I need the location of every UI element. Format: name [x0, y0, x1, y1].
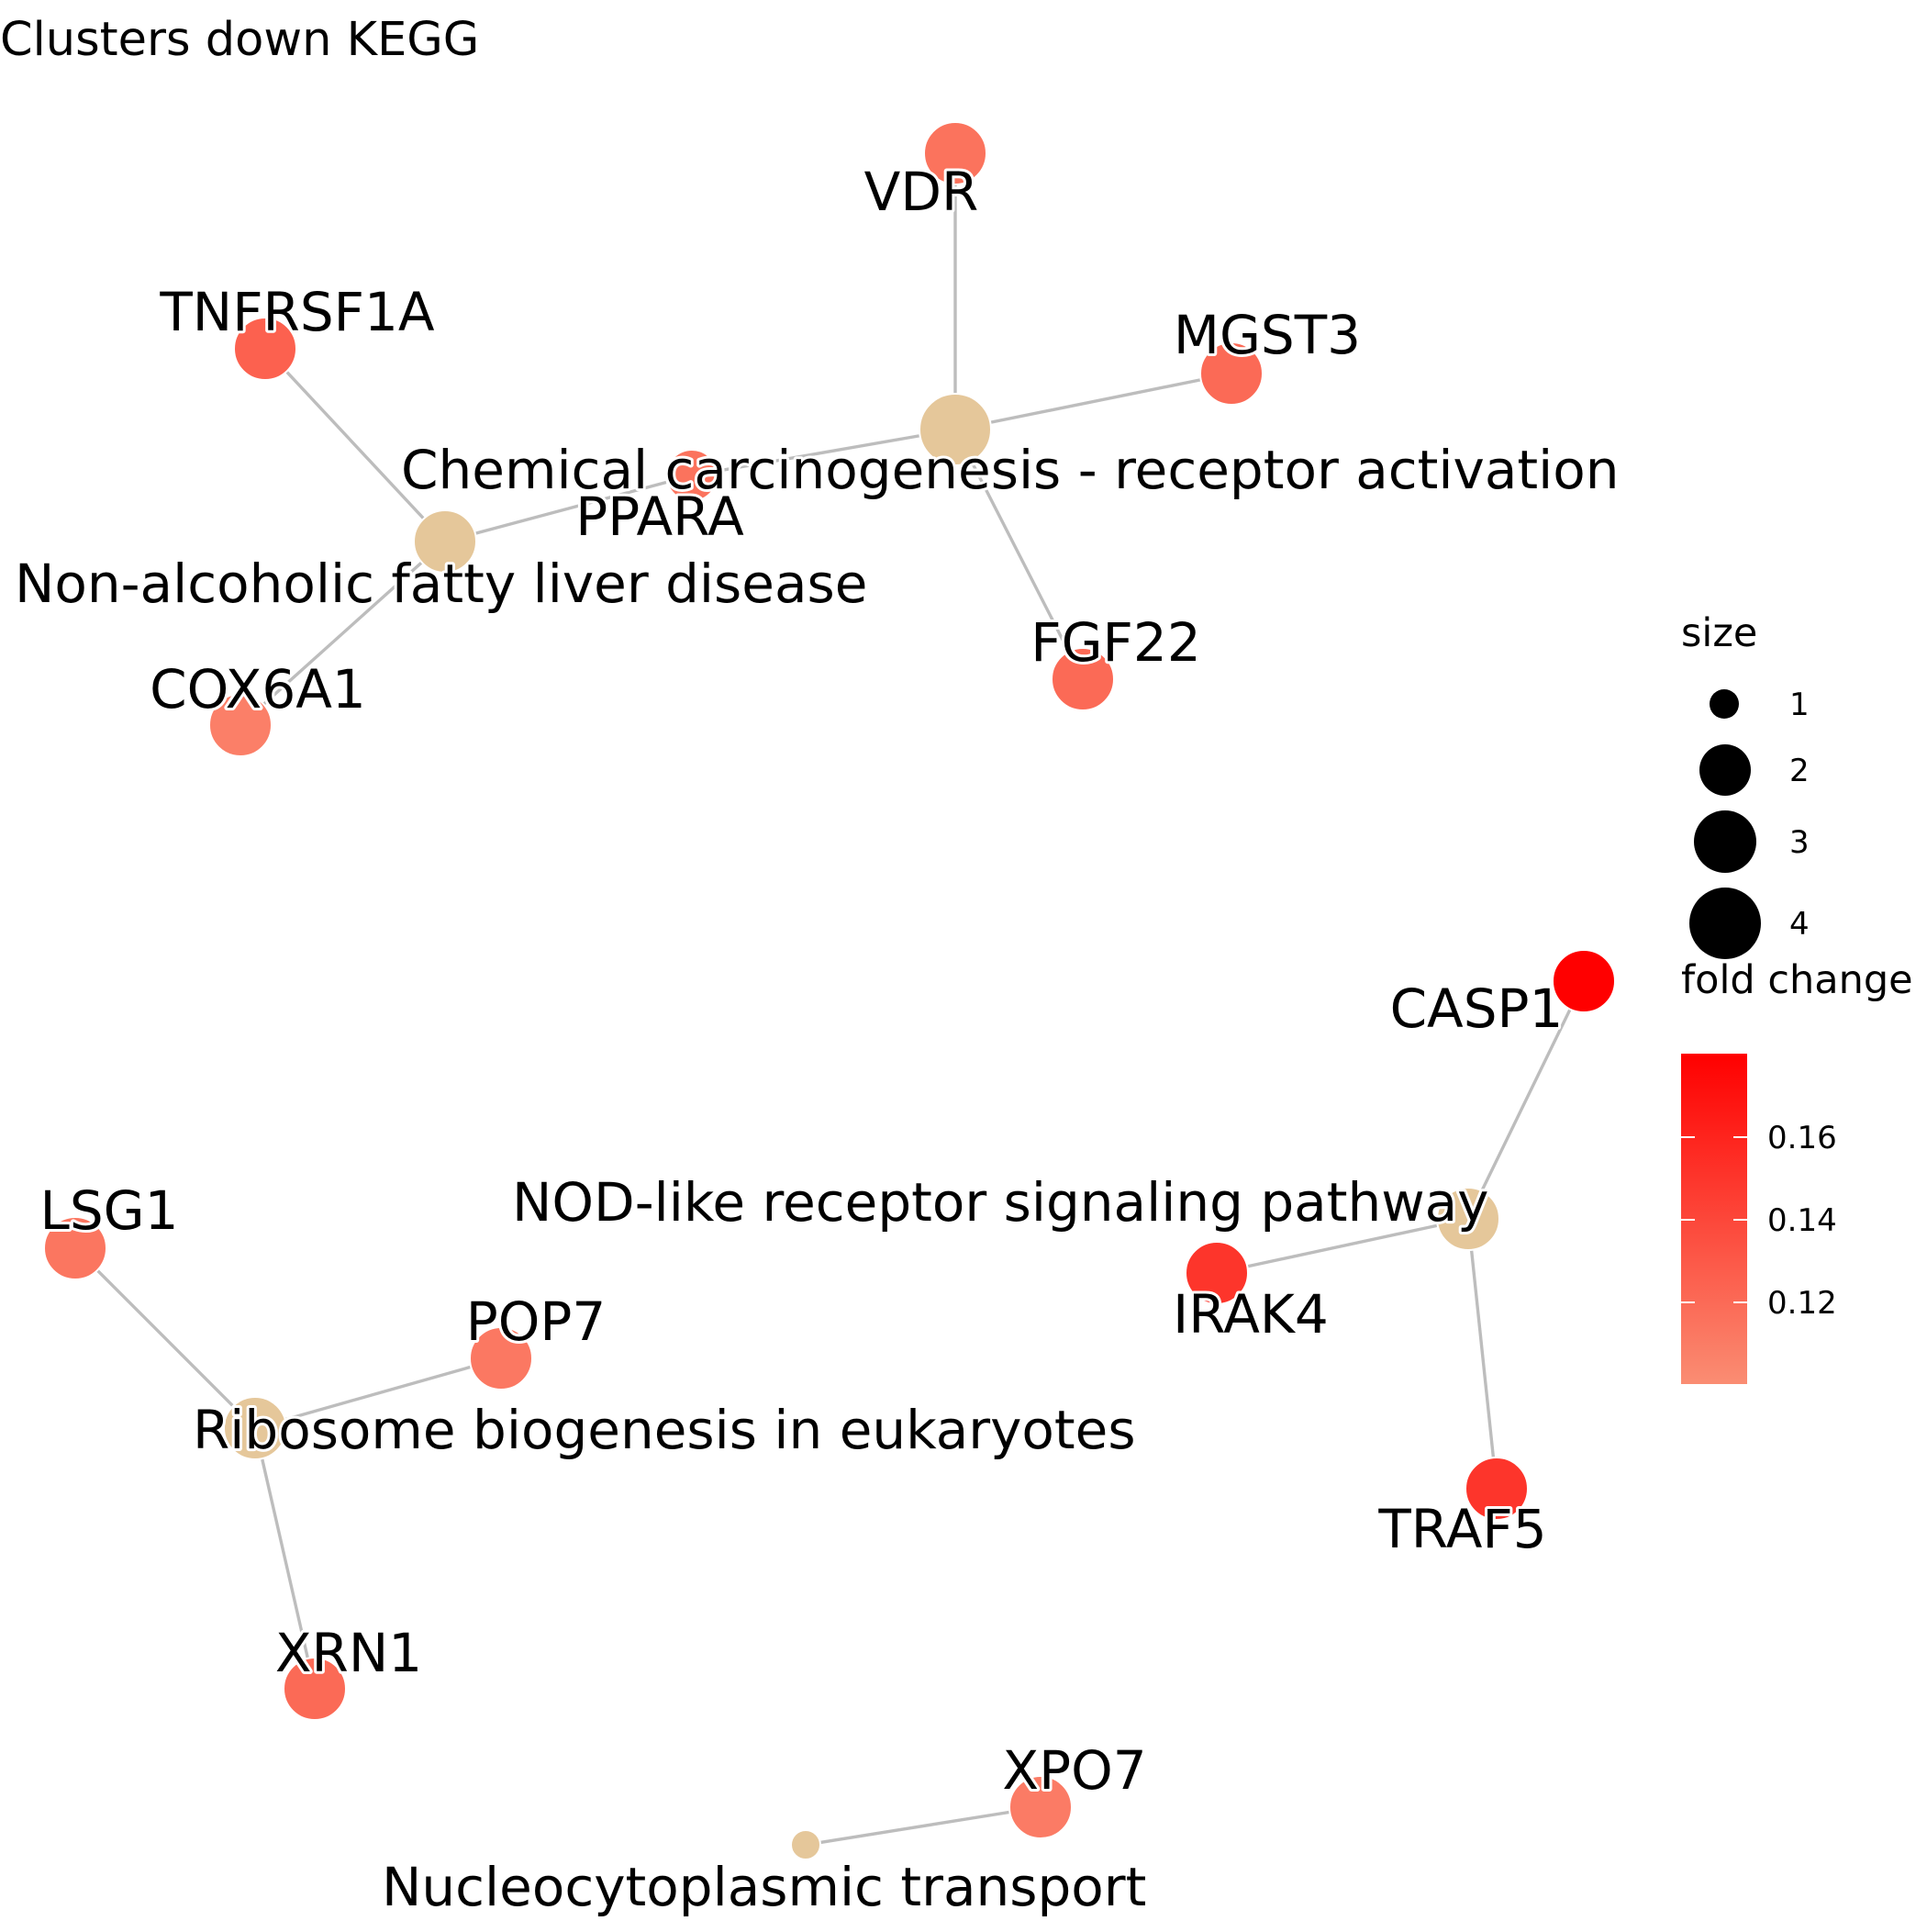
color-legend-title: fold change	[1681, 957, 1913, 1003]
gene-label-traf5: TRAF5	[1377, 1498, 1546, 1560]
gene-node-traf5	[1465, 1457, 1529, 1521]
size-legend: size 1 2 3 4	[1681, 610, 1810, 959]
size-legend-label-4: 4	[1789, 906, 1810, 943]
color-legend: fold change 0.16 0.14 0.12	[1681, 957, 1913, 1384]
gene-node-lsg1	[43, 1216, 107, 1280]
size-legend-key-1	[1710, 689, 1739, 719]
category-node-nod	[1436, 1187, 1500, 1251]
category-label-nuc: Nucleocytoplasmic transport	[382, 1856, 1146, 1918]
edge-chem-PPARA	[691, 428, 956, 477]
gene-label-ppara: PPARA	[575, 486, 744, 548]
gene-node-irak4	[1185, 1241, 1249, 1305]
gene-node-xpo7	[1008, 1775, 1073, 1839]
category-node-nuc	[790, 1829, 821, 1860]
size-legend-key-2	[1699, 744, 1751, 796]
gene-label-xpo7: XPO7	[1002, 1739, 1146, 1802]
gene-label-vdr: VDR	[864, 161, 979, 223]
gene-label-pop7: POP7	[466, 1290, 607, 1353]
edge-chem-FGF22	[953, 429, 1085, 680]
labels-layer: VDR TNFRSF1A MGST3 PPARA FGF22 COX6A1 CASP1 IRA…	[12, 158, 1622, 1921]
size-legend-key-3	[1694, 810, 1756, 873]
edge-ribo-XRN1	[253, 1427, 317, 1690]
edge-nod-TRAF5	[1466, 1218, 1498, 1490]
gene-label-irak4: IRAK4	[1173, 1283, 1329, 1346]
size-legend-key-4	[1689, 888, 1761, 959]
gene-label-cox6a1: COX6A1	[150, 658, 366, 720]
gene-label-lsg1: LSG1	[40, 1179, 179, 1242]
category-label-nod: NOD-like receptor signaling pathway	[512, 1171, 1489, 1234]
color-tick-3: 0.12	[1767, 1285, 1837, 1322]
gene-node-cox6a1	[208, 693, 273, 757]
gene-node-xrn1	[283, 1657, 347, 1721]
gene-node-mgst3	[1199, 341, 1264, 406]
edges-layer	[73, 153, 1586, 1847]
size-legend-label-2: 2	[1789, 753, 1810, 789]
gene-node-fgf22	[1051, 647, 1115, 711]
gene-label-mgst3: MGST3	[1174, 304, 1361, 366]
gene-label-xrn1: XRN1	[275, 1622, 422, 1684]
gene-label-tnfrsf1a: TNFRSF1A	[159, 281, 435, 343]
gene-node-vdr	[923, 121, 987, 185]
edge-nafld-COX6A1	[239, 540, 447, 727]
category-node-nafld	[413, 509, 477, 574]
edge-nafld-TNFRSF1A	[263, 347, 447, 543]
edge-nod-CASP1	[1466, 980, 1586, 1220]
category-label-ribo: Ribosome biogenesis in eukaryotes	[193, 1399, 1136, 1461]
nodes-layer	[43, 121, 1616, 1860]
gene-label-casp1: CASP1	[1390, 977, 1564, 1040]
gene-node-pop7	[469, 1326, 533, 1390]
edge-nafld-PPARA	[444, 474, 693, 543]
edge-chem-MGST3	[954, 372, 1232, 431]
size-legend-title: size	[1681, 610, 1757, 656]
size-legend-label-1: 1	[1789, 687, 1810, 723]
gene-label-fgf22: FGF22	[1030, 611, 1200, 674]
edge-nod-IRAK4	[1216, 1217, 1469, 1275]
size-legend-label-3: 3	[1789, 824, 1810, 861]
gene-node-ppara	[665, 449, 718, 502]
category-node-chem	[919, 393, 992, 466]
edge-ribo-LSG1	[73, 1246, 257, 1430]
category-node-ribo	[223, 1396, 287, 1460]
color-tick-2: 0.14	[1767, 1202, 1837, 1239]
plot-title: Clusters down KEGG	[0, 13, 479, 67]
edge-nuc-XPO7	[805, 1805, 1041, 1847]
edge-ribo-POP7	[254, 1357, 502, 1430]
category-label-nafld: Non-alcoholic fatty liver disease	[15, 553, 867, 615]
gene-node-casp1	[1552, 949, 1616, 1013]
category-label-chem: Chemical carcinogenesis - receptor activ…	[401, 439, 1620, 501]
color-tick-1: 0.16	[1767, 1120, 1837, 1156]
gene-node-tnfrsf1a	[233, 317, 297, 381]
